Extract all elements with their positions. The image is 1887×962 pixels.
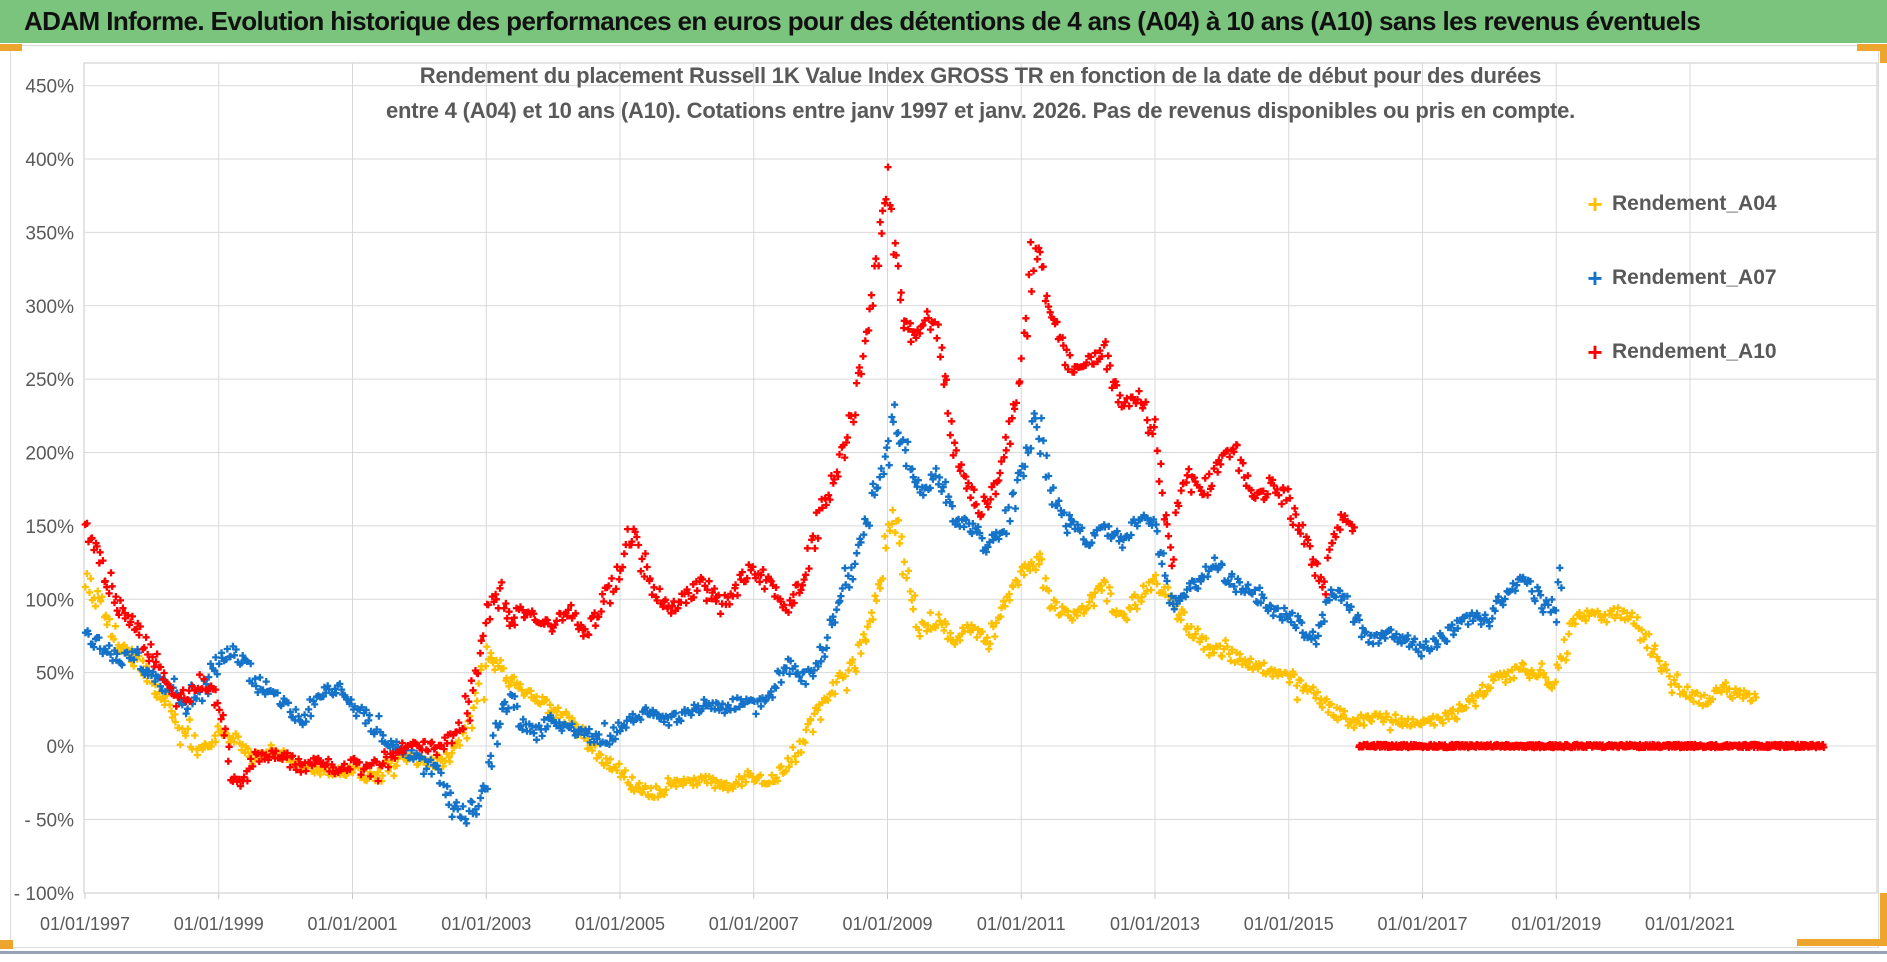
y-axis-label: 150% (25, 517, 74, 538)
x-axis-label: 01/01/2015 (1244, 914, 1334, 934)
selection-handle-top-right[interactable] (1880, 44, 1887, 63)
page-title-banner: ADAM Informe. Evolution historique des p… (0, 0, 1887, 43)
y-axis-label: 400% (25, 150, 74, 171)
series-points-rendement_a10 (81, 163, 1828, 790)
y-axis-label: 300% (25, 297, 74, 318)
x-axis-label: 01/01/2005 (575, 914, 665, 934)
legend-item-a07[interactable]: + Rendement_A07 (1582, 258, 1777, 298)
x-axis-label: 01/01/2001 (307, 914, 397, 934)
selection-handle-top-left[interactable] (0, 44, 22, 51)
y-axis-label: - 50% (24, 810, 74, 831)
chart-title-line1: Rendement du placement Russell 1K Value … (419, 63, 1542, 88)
selection-handle-bottom-right[interactable] (1880, 893, 1887, 946)
series-points-rendement_a07 (81, 401, 1565, 827)
y-axis-label: 100% (25, 590, 74, 611)
legend-item-a04[interactable]: + Rendement_A04 (1582, 184, 1777, 224)
y-axis-label: 250% (25, 370, 74, 391)
selection-handle-bottom-left[interactable] (0, 940, 13, 949)
series-points-rendement_a04 (81, 506, 1760, 801)
plus-marker-icon: + (1587, 337, 1603, 367)
x-axis-label: 01/01/2009 (842, 914, 932, 934)
x-axis-label: 01/01/2019 (1511, 914, 1601, 934)
legend-label-a04: Rendement_A04 (1612, 192, 1777, 215)
legend-label-a07: Rendement_A07 (1612, 266, 1777, 289)
plus-marker-icon: + (1587, 189, 1603, 219)
y-axis-label: 450% (25, 77, 74, 98)
chart-frame[interactable] (10, 45, 1879, 948)
plot-area-border (83, 62, 1878, 894)
y-axis-label: 350% (25, 223, 74, 244)
selection-handle-top-right[interactable] (1857, 44, 1887, 51)
x-axis-label: 01/01/2017 (1377, 914, 1467, 934)
legend-label-a10: Rendement_A10 (1612, 340, 1777, 363)
x-axis-label: 01/01/2013 (1110, 914, 1200, 934)
legend-item-a10[interactable]: + Rendement_A10 (1582, 332, 1777, 372)
selection-handle-bottom-right[interactable] (1797, 939, 1887, 946)
chart-title: Rendement du placement Russell 1K Value … (84, 58, 1877, 128)
plus-marker-icon: + (1587, 263, 1603, 293)
legend: + Rendement_A04 + Rendement_A07 + Rendem… (1582, 184, 1777, 406)
y-axis-label: - 100% (14, 884, 74, 905)
x-axis-label: 01/01/2021 (1645, 914, 1735, 934)
y-axis-label: 0% (47, 737, 75, 758)
y-axis-label: 50% (36, 664, 74, 685)
window-bottom-edge (0, 951, 1887, 954)
x-axis-label: 01/01/1997 (40, 914, 130, 934)
x-axis-label: 01/01/2011 (977, 914, 1066, 934)
x-axis-label: 01/01/2007 (709, 914, 799, 934)
page-title: ADAM Informe. Evolution historique des p… (24, 6, 1701, 36)
chart-title-line2: entre 4 (A04) et 10 ans (A10). Cotations… (385, 98, 1576, 123)
y-axis-label: 200% (25, 444, 74, 465)
x-axis-label: 01/01/1999 (174, 914, 264, 934)
x-axis-label: 01/01/2003 (441, 914, 531, 934)
